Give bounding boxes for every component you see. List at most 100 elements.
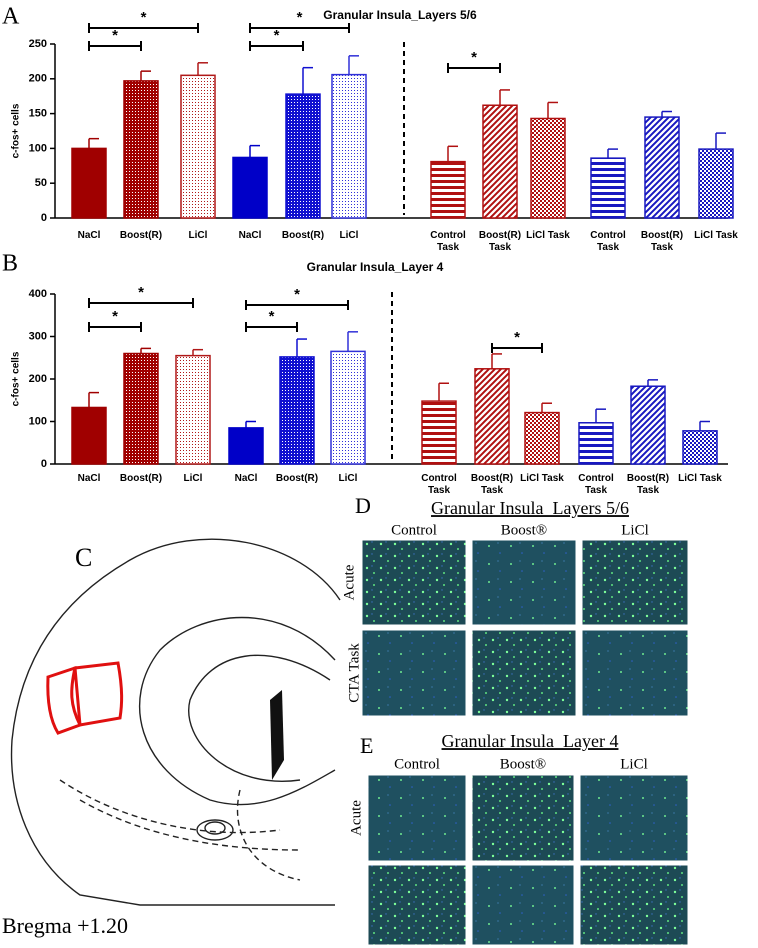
y-tick-label: 50 (35, 177, 47, 189)
row-label: CTA Task (346, 643, 362, 703)
significance-label: * (294, 286, 300, 303)
bar (578, 422, 614, 465)
y-tick-label: 100 (29, 415, 47, 427)
bar (279, 356, 315, 465)
x-tick-label: NaCl (234, 473, 258, 484)
x-tick-label: Control Task (430, 230, 466, 253)
x-tick-label: Boost(R) (275, 473, 319, 484)
significance-label: * (297, 9, 303, 26)
significance-label: * (274, 27, 280, 44)
bar (530, 117, 566, 219)
x-tick-label: Boost(R) Task (478, 230, 522, 253)
bar (524, 411, 560, 465)
bar (123, 352, 159, 465)
micrograph (579, 864, 689, 946)
significance-bracket (249, 23, 350, 33)
significance-bracket (249, 41, 304, 51)
x-tick-label: Boost(R) Task (626, 473, 670, 496)
micrograph-title: Granular Insula_Layer 4 (442, 731, 619, 751)
significance-bracket (88, 23, 199, 33)
brain-diagram (10, 538, 341, 906)
column-label: Control (394, 756, 440, 772)
x-tick-label: LiCl (339, 230, 359, 241)
bar (430, 160, 466, 219)
bar (232, 156, 268, 219)
chart-title: Granular Insula_Layers 5/6 (323, 8, 477, 22)
micrograph (471, 629, 577, 717)
y-tick-label: 200 (29, 373, 47, 385)
x-tick-label: Boost(R) (119, 230, 163, 241)
insula-region (46, 661, 124, 735)
panel-label: D (355, 493, 371, 518)
micrograph-title: Granular Insula_Layers 5/6 (431, 498, 629, 518)
micrograph (361, 629, 467, 717)
y-tick-label: 0 (41, 212, 47, 224)
column-label: LiCl (620, 756, 648, 772)
x-tick-label: NaCl (77, 230, 101, 241)
micrograph (581, 629, 689, 717)
y-tick-label: 100 (29, 142, 47, 154)
x-tick-label: Control Task (421, 473, 457, 496)
micrograph (471, 774, 575, 862)
micrograph (581, 539, 689, 626)
bar (175, 354, 211, 465)
significance-bracket (491, 343, 543, 353)
significance-label: * (112, 308, 118, 325)
column-label: Boost® (500, 756, 546, 772)
significance-label: * (138, 284, 144, 301)
bar (180, 74, 216, 219)
panel-label: C (75, 543, 92, 572)
bar (285, 93, 321, 219)
bar (644, 116, 680, 219)
chart-title: Granular Insula_Layer 4 (307, 260, 444, 274)
micrograph (361, 539, 467, 626)
panel-label: E (360, 733, 373, 758)
x-tick-label: LiCl (188, 230, 208, 241)
row-label: Acute (341, 564, 357, 600)
y-tick-label: 150 (29, 108, 47, 120)
x-tick-label: Boost(R) Task (640, 230, 684, 253)
x-tick-label: Boost(R) (119, 473, 163, 484)
x-tick-label: LiCl Task (694, 230, 738, 241)
bar (474, 368, 510, 465)
bar (630, 385, 666, 465)
y-tick-label: 0 (41, 458, 47, 470)
significance-bracket (88, 298, 194, 308)
significance-bracket (447, 63, 501, 73)
row-label: Acute (348, 800, 364, 836)
bar (682, 430, 718, 465)
significance-label: * (514, 329, 520, 346)
x-tick-label: LiCl Task (678, 473, 722, 484)
column-label: LiCl (621, 522, 649, 538)
x-tick-label: Boost(R) Task (470, 473, 514, 496)
significance-bracket (245, 300, 349, 310)
significance-bracket (245, 322, 298, 332)
x-tick-label: Control Task (590, 230, 626, 253)
x-tick-label: LiCl Task (520, 473, 564, 484)
bar (698, 148, 734, 219)
micrograph (579, 774, 689, 862)
ventricle (270, 690, 284, 780)
x-tick-label: LiCl Task (526, 230, 570, 241)
significance-label: * (269, 308, 275, 325)
y-tick-label: 200 (29, 73, 47, 85)
significance-bracket (88, 41, 142, 51)
panel-label: B (2, 251, 18, 277)
micrograph (367, 864, 467, 946)
y-axis-label: c-fos+ cells (11, 351, 22, 406)
x-tick-label: LiCl (338, 473, 358, 484)
x-tick-label: Control Task (578, 473, 614, 496)
panel-label: A (2, 4, 20, 30)
y-tick-label: 250 (29, 38, 47, 50)
x-tick-label: LiCl (183, 473, 203, 484)
x-tick-label: NaCl (77, 473, 101, 484)
column-label: Control (391, 522, 437, 538)
bregma-label: Bregma +1.20 (2, 913, 128, 938)
x-tick-label: Boost(R) (281, 230, 325, 241)
significance-label: * (112, 27, 118, 44)
bar (228, 427, 264, 465)
bar (71, 147, 107, 219)
bar (482, 104, 518, 219)
micrograph (471, 539, 577, 626)
